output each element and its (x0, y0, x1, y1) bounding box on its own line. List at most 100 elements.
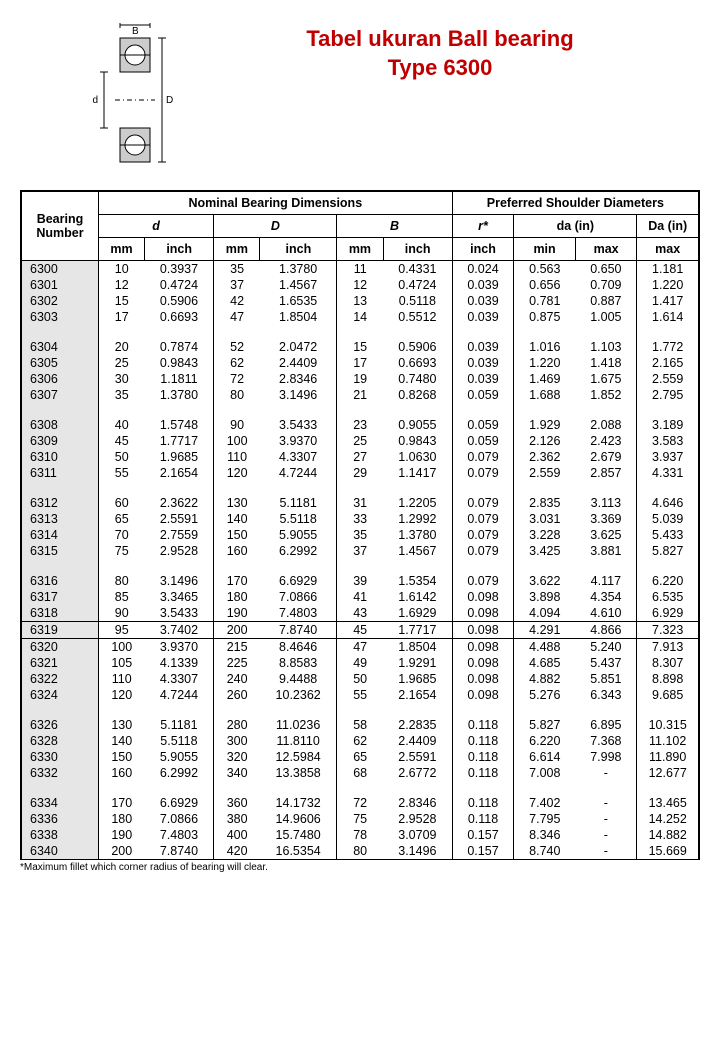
table-cell: 170 (98, 795, 144, 811)
table-cell: 0.118 (452, 733, 514, 749)
table-cell: 2.795 (637, 387, 699, 403)
table-cell: 0.6693 (145, 309, 214, 325)
table-cell: 2.088 (575, 417, 637, 433)
table-cell: 4.3307 (260, 449, 337, 465)
table-cell: 6.6929 (260, 573, 337, 589)
table-cell: 1.5748 (145, 417, 214, 433)
hdr-inch: inch (260, 238, 337, 261)
table-row: 6316803.14961706.6929391.53540.0793.6224… (22, 573, 699, 589)
footnote: *Maximum fillet which corner radius of b… (20, 862, 700, 873)
dim-D-label: D (166, 95, 173, 106)
table-cell: 5.827 (637, 543, 699, 559)
table-cell: 65 (337, 749, 383, 765)
table-cell: 2.679 (575, 449, 637, 465)
table-cell: 6.343 (575, 687, 637, 703)
table-cell: 5.240 (575, 639, 637, 655)
table-cell: 1.688 (514, 387, 576, 403)
table-cell: 30 (98, 371, 144, 387)
table-cell: 7.795 (514, 811, 576, 827)
table-cell: 6301 (22, 277, 99, 293)
hdr-mm: mm (214, 238, 260, 261)
table-cell: 90 (214, 417, 260, 433)
table-cell: 37 (337, 543, 383, 559)
table-cell: 3.0709 (383, 827, 452, 843)
table-cell: 6.614 (514, 749, 576, 765)
table-cell: 4.354 (575, 589, 637, 605)
table-cell: 14.252 (637, 811, 699, 827)
table-cell: 8.740 (514, 843, 576, 859)
table-cell: 120 (98, 687, 144, 703)
table-cell: 4.866 (575, 622, 637, 639)
table-cell: 12 (337, 277, 383, 293)
table-cell: 3.228 (514, 527, 576, 543)
table-cell: 1.469 (514, 371, 576, 387)
table-cell: 80 (337, 843, 383, 859)
table-cell: 6319 (22, 622, 99, 639)
table-cell: 7.323 (637, 622, 699, 639)
table-cell: 55 (337, 687, 383, 703)
table-cell: 180 (214, 589, 260, 605)
table-cell: 3.9370 (260, 433, 337, 449)
table-row: 6310501.96851104.3307271.06300.0792.3622… (22, 449, 699, 465)
table-cell: 2.165 (637, 355, 699, 371)
table-cell: 5.5118 (260, 511, 337, 527)
table-row: 6314702.75591505.9055351.37800.0793.2283… (22, 527, 699, 543)
table-cell: 0.039 (452, 371, 514, 387)
table-cell: 0.8268 (383, 387, 452, 403)
table-cell: 6326 (22, 717, 99, 733)
table-cell: 0.098 (452, 589, 514, 605)
table-row: 6313652.55911405.5118331.29920.0793.0313… (22, 511, 699, 527)
table-cell: 6308 (22, 417, 99, 433)
table-cell: 2.835 (514, 495, 576, 511)
table-cell: 3.1496 (383, 843, 452, 859)
table-cell: 0.024 (452, 261, 514, 278)
table-cell: 0.157 (452, 843, 514, 859)
table-cell: 120 (214, 465, 260, 481)
hdr-Da: Da (in) (637, 215, 699, 238)
table-cell: 35 (214, 261, 260, 278)
table-cell: 0.5906 (383, 339, 452, 355)
table-cell: 130 (98, 717, 144, 733)
table-cell: 4.488 (514, 639, 576, 655)
table-cell: 33 (337, 511, 383, 527)
table-cell: 0.656 (514, 277, 576, 293)
table-row: 63301505.905532012.5984652.55910.1186.61… (22, 749, 699, 765)
table-cell: 2.3622 (145, 495, 214, 511)
table-cell: - (575, 843, 637, 859)
table-cell: 7.913 (637, 639, 699, 655)
group-separator (22, 559, 699, 573)
table-cell: 52 (214, 339, 260, 355)
table-row: 6315752.95281606.2992371.45670.0793.4253… (22, 543, 699, 559)
table-cell: 1.220 (637, 277, 699, 293)
table-cell: 0.4331 (383, 261, 452, 278)
table-cell: 14.882 (637, 827, 699, 843)
table-cell: 39 (337, 573, 383, 589)
table-cell: 8.8583 (260, 655, 337, 671)
table-cell: 1.9685 (383, 671, 452, 687)
table-cell: 2.857 (575, 465, 637, 481)
table-cell: 3.113 (575, 495, 637, 511)
table-cell: 31 (337, 495, 383, 511)
table-cell: 0.059 (452, 387, 514, 403)
table-cell: 50 (337, 671, 383, 687)
table-cell: 90 (98, 605, 144, 622)
table-row: 63261305.118128011.0236582.28350.1185.82… (22, 717, 699, 733)
table-cell: 12 (98, 277, 144, 293)
table-cell: 1.929 (514, 417, 576, 433)
table-cell: 9.685 (637, 687, 699, 703)
table-cell: 225 (214, 655, 260, 671)
table-cell: 300 (214, 733, 260, 749)
table-row: 63341706.692936014.1732722.83460.1187.40… (22, 795, 699, 811)
table-cell: 3.031 (514, 511, 576, 527)
table-cell: 3.9370 (145, 639, 214, 655)
table-cell: 0.887 (575, 293, 637, 309)
table-cell: 12.677 (637, 765, 699, 781)
table-cell: 4.3307 (145, 671, 214, 687)
table-cell: 6324 (22, 687, 99, 703)
table-cell: 280 (214, 717, 260, 733)
hdr-mm: mm (98, 238, 144, 261)
table-cell: 7.008 (514, 765, 576, 781)
table-cell: 85 (98, 589, 144, 605)
table-cell: 2.4409 (383, 733, 452, 749)
table-cell: 4.331 (637, 465, 699, 481)
